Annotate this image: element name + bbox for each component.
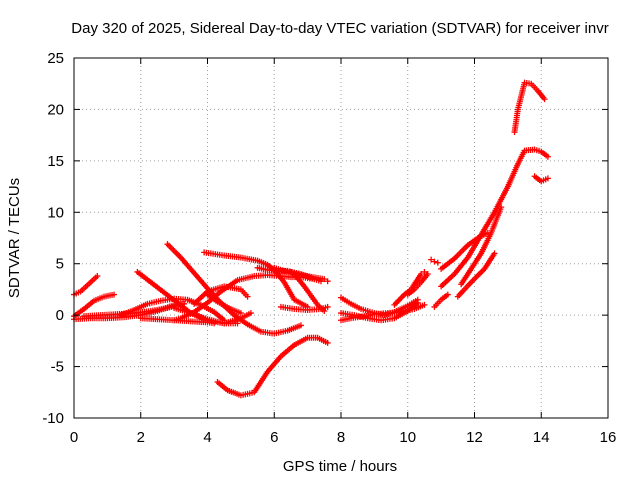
series-arc-l — [277, 303, 331, 313]
data-points — [71, 273, 101, 298]
series-arc-z — [511, 79, 548, 136]
series-arc-p — [338, 299, 421, 324]
x-tick-label: 10 — [399, 429, 416, 446]
data-points — [428, 256, 441, 266]
x-tick-label: 4 — [203, 429, 211, 446]
grid — [74, 58, 608, 418]
chart-title: Day 320 of 2025, Sidereal Day-to-day VTE… — [71, 20, 608, 37]
data-series — [71, 79, 551, 399]
series-arc-w — [454, 250, 498, 300]
y-tick-label: 25 — [47, 50, 64, 67]
axis-ticks: 0 2 4 6 8 10 12 14 16 -10 -5 0 5 10 15 20 25 — [42, 50, 616, 446]
x-tick-label: 12 — [466, 429, 483, 446]
x-tick-label: 2 — [137, 429, 145, 446]
series-arc-early-rise — [71, 273, 101, 298]
series-arc-r — [404, 271, 431, 298]
data-points — [191, 283, 251, 307]
series-arc-g — [191, 283, 251, 307]
series-arc-neg — [214, 334, 331, 399]
series-arc-i — [204, 291, 244, 317]
y-tick-label: -5 — [51, 359, 64, 376]
data-points — [134, 268, 241, 327]
series-arc-x — [458, 204, 505, 288]
x-tick-label: 14 — [533, 429, 550, 446]
x-tick-label: 8 — [337, 429, 345, 446]
series-arc-s — [428, 256, 441, 266]
data-points — [454, 250, 498, 300]
y-tick-label: 15 — [47, 153, 64, 170]
data-points — [204, 291, 244, 317]
data-points — [201, 249, 311, 310]
x-tick-label: 6 — [270, 429, 278, 446]
data-points — [277, 303, 331, 313]
series-arc-v — [438, 229, 491, 272]
data-points — [531, 173, 551, 185]
data-points — [438, 229, 491, 272]
x-axis-label: GPS time / hours — [283, 458, 397, 475]
data-points — [404, 271, 431, 298]
series-arc-u — [438, 146, 551, 290]
series-arc-d — [134, 268, 241, 327]
data-points — [338, 299, 421, 324]
y-tick-label: 5 — [56, 256, 64, 273]
series-arc-m — [271, 264, 331, 285]
series-arc-y — [531, 173, 551, 185]
y-tick-label: -10 — [42, 410, 64, 427]
series-arc-h — [201, 249, 311, 310]
data-points — [511, 79, 548, 136]
data-points — [271, 264, 331, 285]
x-tick-label: 16 — [600, 429, 617, 446]
data-points — [438, 146, 551, 290]
data-points — [214, 334, 331, 399]
x-tick-label: 0 — [70, 429, 78, 446]
y-tick-label: 20 — [47, 101, 64, 118]
y-axis-label: SDTVAR / TECUs — [6, 178, 23, 298]
series-arc-t — [431, 291, 451, 310]
y-tick-label: 10 — [47, 204, 64, 221]
y-tick-label: 0 — [56, 307, 64, 324]
data-points — [431, 291, 451, 310]
data-points — [458, 204, 505, 288]
